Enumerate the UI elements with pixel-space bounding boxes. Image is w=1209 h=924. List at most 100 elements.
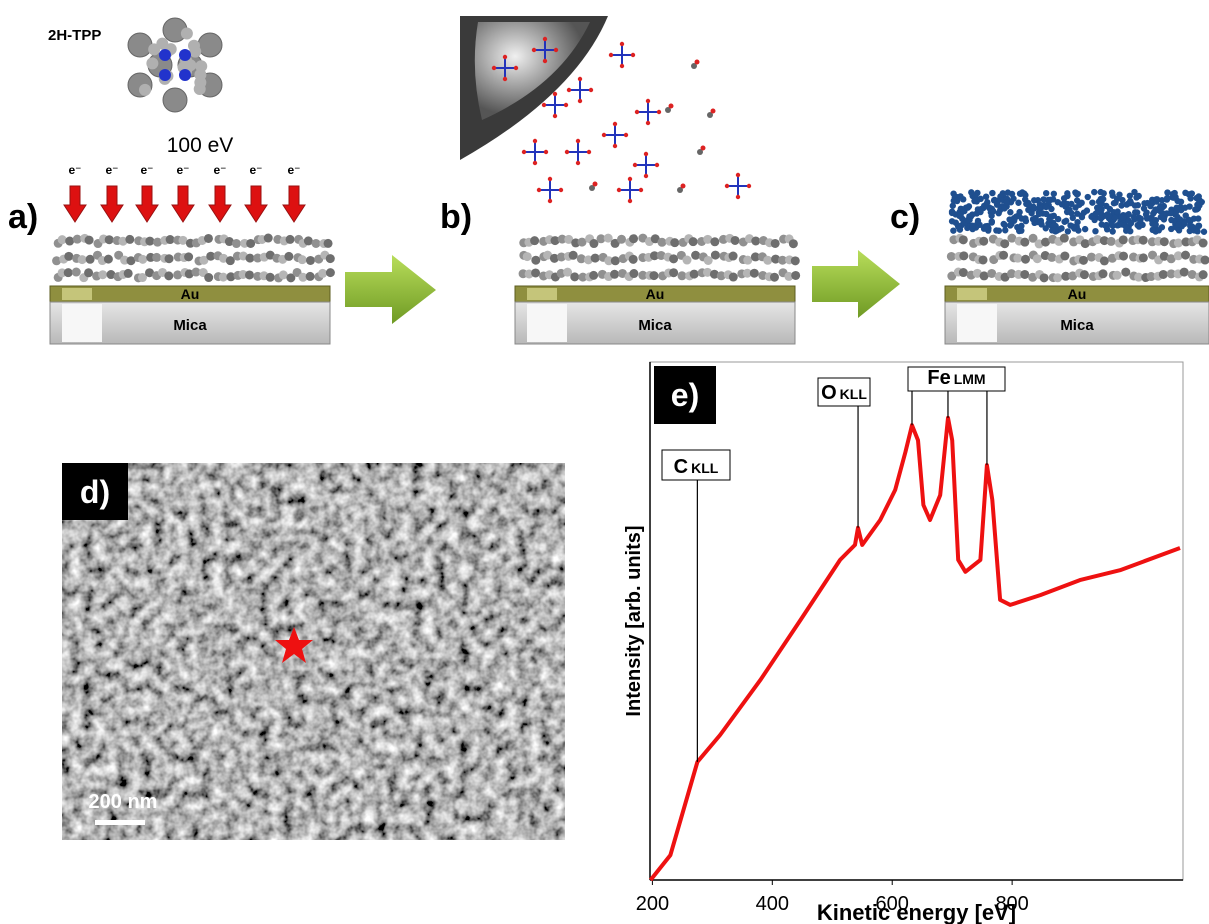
deposit: [1196, 193, 1202, 199]
deposit: [1102, 222, 1108, 228]
molecule: [1139, 253, 1148, 262]
deposit: [1063, 218, 1069, 224]
deposit: [1031, 205, 1037, 211]
deposit: [1120, 214, 1126, 220]
deposit: [950, 227, 956, 233]
deposit: [1078, 200, 1084, 206]
gas-atom: [736, 173, 740, 177]
molecule: [791, 271, 800, 280]
deposit: [1201, 229, 1207, 235]
molecule: [947, 252, 956, 261]
deposit: [1183, 212, 1189, 218]
deposit: [1195, 223, 1201, 229]
gas-atom: [564, 103, 568, 107]
deposit: [1049, 227, 1055, 233]
deposit: [957, 211, 963, 217]
co-molecule: [681, 184, 686, 189]
gas-atom: [644, 174, 648, 178]
panel-label: e): [671, 377, 699, 413]
gas-atom: [553, 114, 557, 118]
gas-atom: [533, 161, 537, 165]
molecule: [669, 268, 678, 277]
electron-label: e⁻: [68, 163, 81, 177]
deposit: [1058, 225, 1064, 231]
deposit: [1068, 201, 1074, 207]
deposit: [1085, 194, 1091, 200]
molecule: [64, 252, 73, 261]
molecule: [1121, 268, 1130, 277]
molecule: [669, 254, 678, 263]
molecule: [629, 234, 638, 243]
gas-atom: [492, 66, 496, 70]
molecule: [1119, 252, 1128, 261]
deposit: [1000, 221, 1006, 227]
annotation-element: C: [674, 456, 688, 478]
deposit: [1114, 208, 1120, 214]
deposit: [1098, 215, 1104, 221]
deposit: [1081, 209, 1087, 215]
molecule: [184, 252, 193, 261]
electron-label: e⁻: [105, 163, 118, 177]
gas-atom: [543, 37, 547, 41]
deposit: [1015, 200, 1021, 206]
molecule: [657, 238, 666, 247]
deposit: [1114, 196, 1120, 202]
atom: [179, 69, 191, 81]
deposit: [1125, 211, 1131, 217]
molecule: [959, 268, 968, 277]
molecule: [1040, 273, 1049, 282]
deposit: [1158, 214, 1164, 220]
x-tick-label: 200: [636, 893, 669, 915]
deposit: [978, 206, 984, 212]
deposit: [1023, 218, 1029, 224]
atom: [159, 69, 171, 81]
scale-bar-label: 200 nm: [89, 791, 158, 813]
deposit: [1089, 199, 1095, 205]
molecule: [284, 252, 293, 261]
deposit: [1171, 190, 1177, 196]
gas-atom: [503, 77, 507, 81]
gas-atom: [639, 188, 643, 192]
molecule: [569, 251, 578, 260]
deposit: [1194, 202, 1200, 208]
molecule: [266, 273, 275, 282]
deposit: [1164, 195, 1170, 201]
deposit: [1066, 207, 1072, 213]
panel-label: c): [890, 198, 920, 236]
deposit: [990, 208, 996, 214]
deposit: [1147, 203, 1153, 209]
deposit: [959, 206, 965, 212]
deposit: [975, 218, 981, 224]
molecule-name: 2H-TPP: [48, 27, 101, 44]
gas-atom: [628, 177, 632, 181]
gas-atom: [628, 199, 632, 203]
deposit: [1137, 218, 1143, 224]
mica-highlight: [62, 304, 102, 342]
gas-atom: [657, 110, 661, 114]
gas-atom: [559, 188, 563, 192]
x-axis-title: Kinetic energy [eV]: [817, 900, 1016, 924]
molecule: [1013, 254, 1022, 263]
molecule: [246, 239, 255, 248]
atom: [128, 33, 152, 57]
deposit: [1168, 226, 1174, 232]
deposit: [1109, 228, 1115, 234]
molecule: [1053, 273, 1062, 282]
gas-atom: [533, 139, 537, 143]
deposit: [1036, 211, 1042, 217]
atom: [146, 57, 158, 69]
molecule: [58, 235, 67, 244]
deposit: [1186, 203, 1192, 209]
deposit: [1175, 221, 1181, 227]
deposit: [1075, 227, 1081, 233]
gas-atom: [553, 92, 557, 96]
gas-atom: [548, 177, 552, 181]
molecule: [1080, 270, 1089, 279]
molecule: [1160, 237, 1169, 246]
molecule: [64, 268, 73, 277]
molecule: [318, 269, 327, 278]
molecule: [570, 272, 579, 281]
molecule: [164, 271, 173, 280]
molecule: [1174, 238, 1183, 247]
